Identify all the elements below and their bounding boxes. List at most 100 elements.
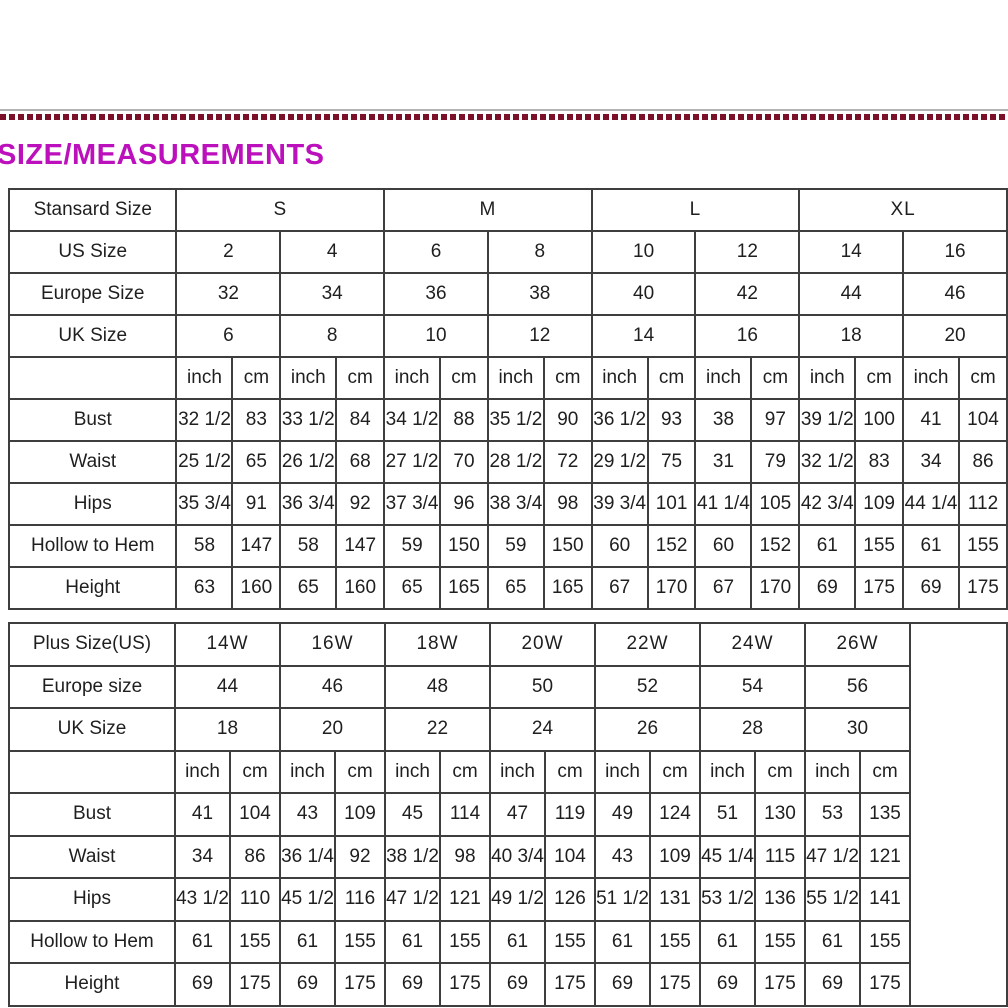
measurement-value-cell: 98 bbox=[439, 834, 491, 879]
size-value-cell: 16 bbox=[694, 314, 801, 358]
size-value-cell: 18 bbox=[798, 314, 905, 358]
measurement-value-cell: 72 bbox=[542, 440, 593, 484]
measurement-value-cell: 55 1/2 bbox=[804, 877, 861, 922]
empty-column-cell bbox=[909, 622, 1008, 1007]
measurement-value-cell: 92 bbox=[334, 834, 386, 879]
unit-cell: cm bbox=[646, 356, 697, 400]
measurement-value-cell: 105 bbox=[750, 482, 801, 526]
measurement-value-cell: 47 1/2 bbox=[804, 834, 861, 879]
measurement-value-cell: 69 bbox=[384, 962, 441, 1007]
measurement-value-cell: 84 bbox=[335, 398, 386, 442]
measurement-value-cell: 75 bbox=[646, 440, 697, 484]
size-value-cell: 20 bbox=[279, 707, 386, 752]
size-value-cell: 28 bbox=[699, 707, 806, 752]
measurement-value-cell: 79 bbox=[750, 440, 801, 484]
size-value-cell: 54 bbox=[699, 664, 806, 709]
measurement-value-cell: 43 bbox=[279, 792, 336, 837]
measurement-value-cell: 150 bbox=[439, 524, 489, 568]
measurement-value-cell: 38 3/4 bbox=[486, 482, 545, 526]
size-value-cell: 6 bbox=[383, 230, 489, 274]
size-value-cell: 34 bbox=[279, 272, 386, 316]
measurement-value-cell: 69 bbox=[902, 566, 961, 610]
unit-cell: inch bbox=[279, 356, 338, 400]
row-label-cell: UK Size bbox=[8, 707, 176, 752]
measurement-value-cell: 86 bbox=[229, 834, 281, 879]
measurement-value-cell: 53 1/2 bbox=[699, 877, 756, 922]
measurement-value-cell: 126 bbox=[544, 877, 596, 922]
measurement-value-cell: 160 bbox=[231, 566, 282, 610]
unit-cell: inch bbox=[804, 749, 861, 794]
measurement-value-cell: 109 bbox=[854, 482, 905, 526]
measurement-value-cell: 41 bbox=[902, 398, 961, 442]
size-value-cell: 18 bbox=[174, 707, 281, 752]
unit-cell: cm bbox=[439, 749, 491, 794]
row-label-cell: Europe Size bbox=[7, 272, 178, 316]
measurement-value-cell: 69 bbox=[594, 962, 651, 1007]
measurement-value-cell: 41 1/4 bbox=[694, 482, 753, 526]
size-value-cell: 38 bbox=[486, 272, 593, 316]
measurement-value-cell: 60 bbox=[590, 524, 649, 568]
size-group-cell: 20W bbox=[489, 622, 596, 667]
row-label-cell: US Size bbox=[7, 230, 178, 274]
corner-label-cell: Stansard Size bbox=[7, 188, 178, 232]
size-value-cell: 14 bbox=[590, 314, 697, 358]
unit-cell: cm bbox=[649, 749, 701, 794]
measurement-value-cell: 45 1/2 bbox=[279, 877, 336, 922]
size-value-cell: 10 bbox=[383, 314, 489, 358]
unit-cell: cm bbox=[542, 356, 593, 400]
unit-cell: inch bbox=[902, 356, 961, 400]
measurement-value-cell: 147 bbox=[231, 524, 282, 568]
measurement-value-cell: 61 bbox=[279, 919, 336, 964]
unit-cell: cm bbox=[231, 356, 282, 400]
blank-label-cell bbox=[7, 356, 178, 400]
unit-cell: inch bbox=[699, 749, 756, 794]
size-value-cell: 12 bbox=[486, 314, 593, 358]
size-value-cell: 48 bbox=[384, 664, 491, 709]
measurement-value-cell: 175 bbox=[544, 962, 596, 1007]
measurement-value-cell: 135 bbox=[859, 792, 911, 837]
measurement-value-cell: 155 bbox=[859, 919, 911, 964]
measurement-value-cell: 38 1/2 bbox=[384, 834, 441, 879]
measurement-value-cell: 40 3/4 bbox=[489, 834, 546, 879]
size-value-cell: 46 bbox=[902, 272, 1008, 316]
size-group-cell: 18W bbox=[384, 622, 491, 667]
measurement-value-cell: 147 bbox=[335, 524, 386, 568]
measurement-value-cell: 69 bbox=[699, 962, 756, 1007]
measurement-value-cell: 141 bbox=[859, 877, 911, 922]
measurement-value-cell: 121 bbox=[439, 877, 491, 922]
size-value-cell: 56 bbox=[804, 664, 911, 709]
measurement-value-cell: 61 bbox=[804, 919, 861, 964]
unit-cell: inch bbox=[486, 356, 545, 400]
measurement-value-cell: 155 bbox=[754, 919, 806, 964]
unit-cell: cm bbox=[439, 356, 489, 400]
measurement-value-cell: 114 bbox=[439, 792, 491, 837]
measurement-value-cell: 91 bbox=[231, 482, 282, 526]
size-value-cell: 8 bbox=[279, 314, 386, 358]
measurement-value-cell: 131 bbox=[649, 877, 701, 922]
measurement-value-cell: 69 bbox=[798, 566, 857, 610]
measurement-value-cell: 32 1/2 bbox=[175, 398, 234, 442]
size-value-cell: 10 bbox=[590, 230, 697, 274]
measurement-value-cell: 35 1/2 bbox=[486, 398, 545, 442]
unit-cell: inch bbox=[594, 749, 651, 794]
measurement-value-cell: 124 bbox=[649, 792, 701, 837]
measurement-value-cell: 65 bbox=[486, 566, 545, 610]
unit-cell: cm bbox=[334, 749, 386, 794]
measurement-value-cell: 92 bbox=[335, 482, 386, 526]
measurement-value-cell: 65 bbox=[231, 440, 282, 484]
measurement-value-cell: 51 1/2 bbox=[594, 877, 651, 922]
measurement-value-cell: 93 bbox=[646, 398, 697, 442]
measurement-value-cell: 155 bbox=[334, 919, 386, 964]
measurement-value-cell: 160 bbox=[335, 566, 386, 610]
size-value-cell: 16 bbox=[902, 230, 1008, 274]
row-label-cell: Waist bbox=[8, 834, 176, 879]
measurement-value-cell: 36 3/4 bbox=[279, 482, 338, 526]
measurement-value-cell: 36 1/4 bbox=[279, 834, 336, 879]
unit-cell: cm bbox=[544, 749, 596, 794]
measurement-value-cell: 86 bbox=[958, 440, 1008, 484]
measurement-value-cell: 175 bbox=[334, 962, 386, 1007]
size-group-cell: 14W bbox=[174, 622, 281, 667]
measurement-value-cell: 43 1/2 bbox=[174, 877, 231, 922]
measurement-value-cell: 115 bbox=[754, 834, 806, 879]
